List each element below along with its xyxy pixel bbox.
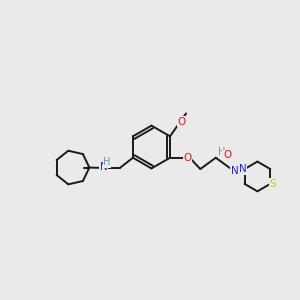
Text: O: O (183, 153, 191, 163)
Text: H: H (218, 147, 225, 157)
Text: N: N (100, 162, 107, 172)
Text: O: O (177, 117, 185, 127)
Text: H: H (103, 157, 111, 167)
Text: N: N (239, 164, 247, 174)
Text: N: N (231, 166, 239, 176)
Text: O: O (223, 150, 231, 161)
Text: S: S (269, 179, 276, 189)
